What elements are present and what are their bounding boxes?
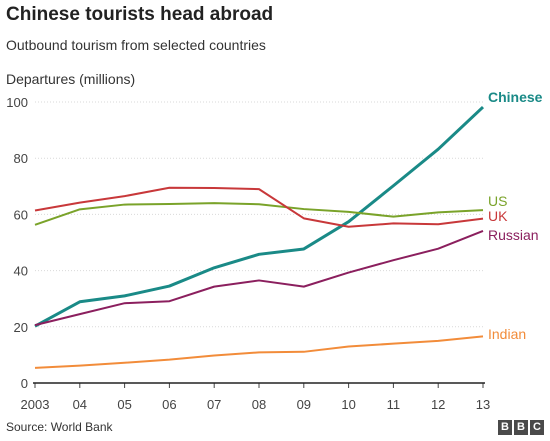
series-label-chinese: Chinese [488, 89, 543, 105]
x-tick-label: 05 [117, 397, 131, 412]
series-line-chinese [34, 105, 485, 328]
x-tick-label: 04 [73, 397, 87, 412]
y-tick-label: 80 [14, 151, 28, 166]
series-line-russian [34, 230, 484, 327]
series-label-us: US [488, 193, 507, 209]
series-lines [34, 105, 485, 369]
series-label-indian: Indian [488, 326, 526, 342]
x-tick-label: 07 [207, 397, 221, 412]
x-tick-label: 12 [431, 397, 445, 412]
x-axis-ticks: 2003 04 05 06 07 08 09 10 11 12 13 [21, 383, 490, 412]
bbc-logo: B B C [498, 420, 544, 435]
source-note: Source: World Bank [6, 420, 113, 434]
y-tick-label: 40 [14, 264, 28, 279]
x-tick-label: 11 [387, 397, 401, 412]
series-line-us [34, 202, 484, 226]
logo-letter: B [514, 420, 528, 435]
x-tick-label: 06 [162, 397, 176, 412]
x-tick-label: 2003 [21, 397, 50, 412]
y-tick-label: 0 [21, 376, 28, 391]
series-label-russian: Russian [488, 227, 539, 243]
y-axis-ticks: 0 20 40 60 80 100 [6, 95, 28, 391]
chart-title: Chinese tourists head abroad [6, 4, 274, 25]
x-tick-label: 10 [341, 397, 355, 412]
y-tick-label: 20 [14, 320, 28, 335]
series-line-uk [34, 186, 484, 228]
x-tick-label: 13 [476, 397, 490, 412]
logo-letter: B [498, 420, 512, 435]
y-tick-label: 60 [14, 207, 28, 222]
x-tick-label: 09 [297, 397, 311, 412]
y-tick-label: 100 [6, 95, 28, 110]
logo-letter: C [530, 420, 544, 435]
chart-subtitle: Outbound tourism from selected countries [6, 37, 266, 53]
y-axis-label: Departures (millions) [6, 71, 136, 87]
x-tick-label: 08 [252, 397, 266, 412]
series-line-indian [34, 335, 484, 369]
series-label-uk: UK [488, 208, 508, 224]
